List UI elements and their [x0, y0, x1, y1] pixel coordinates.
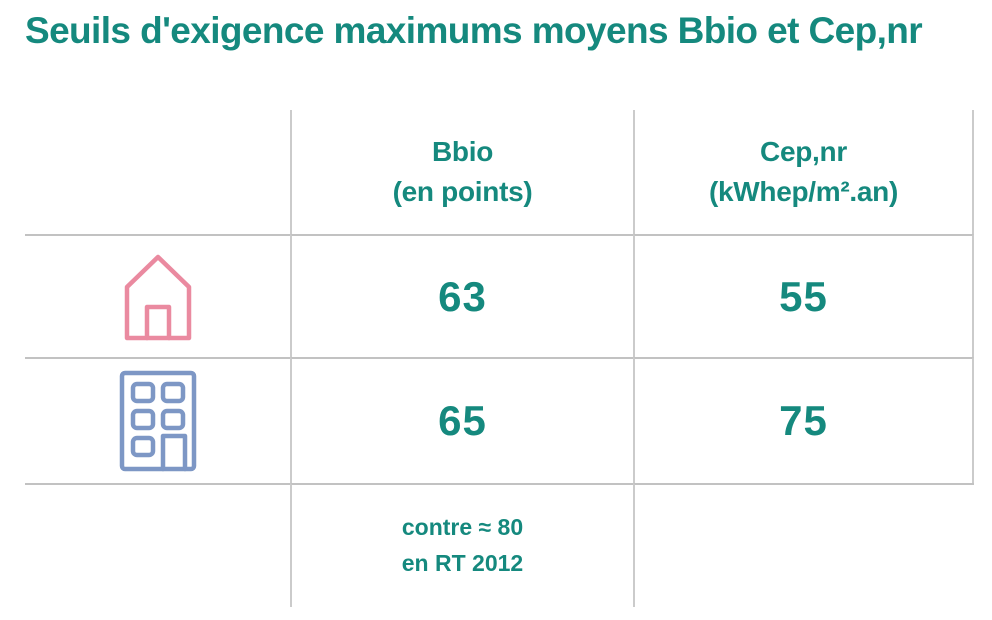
house-cep-value: 55 — [779, 272, 828, 320]
row-house-icon-cell — [25, 234, 290, 357]
header-cell-cep: Cep,nr (kWhep/m².an) — [633, 110, 974, 234]
cell-house-bbio: 63 — [290, 234, 633, 357]
thresholds-table: Bbio (en points) Cep,nr (kWhep/m².an) 63… — [25, 110, 974, 607]
footer-empty-left-cell — [25, 483, 290, 607]
cell-building-bbio: 65 — [290, 357, 633, 483]
building-bbio-value: 65 — [438, 397, 487, 444]
footnote-line2: en RT 2012 — [401, 550, 524, 576]
page-title: Seuils d'exigence maximums moyens Bbio e… — [25, 10, 923, 51]
bbio-header-line1: Bbio — [431, 136, 493, 168]
footnote-line1: contre ≈ 80 — [401, 514, 524, 541]
row-building-icon-cell — [25, 357, 290, 483]
bbio-header-line2: (en points) — [392, 176, 533, 207]
house-bbio-value: 63 — [438, 272, 487, 320]
building-icon — [118, 369, 198, 473]
footer-empty-right-cell — [633, 483, 974, 607]
cep-header-line2: (kWhep/m².an) — [709, 176, 898, 207]
header-cell-bbio: Bbio (en points) — [290, 110, 633, 234]
corner-empty-cell — [25, 110, 290, 234]
cell-building-cep: 75 — [633, 357, 974, 483]
footnote-cell: contre ≈ 80 en RT 2012 — [290, 483, 633, 607]
building-cep-value: 75 — [779, 397, 828, 444]
house-icon — [123, 253, 193, 341]
cep-header-line1: Cep,nr — [760, 136, 847, 168]
cell-house-cep: 55 — [633, 234, 974, 357]
